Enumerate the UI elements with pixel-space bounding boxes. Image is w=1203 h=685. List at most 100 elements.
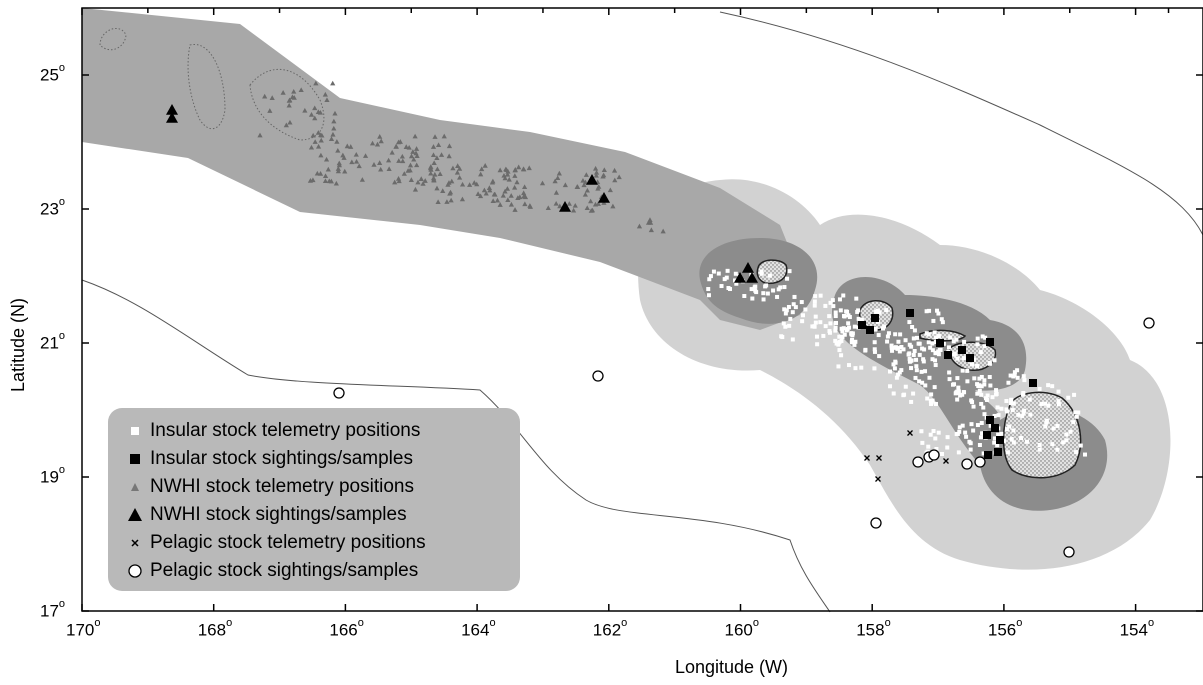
nwhi-telemetry-point — [557, 203, 563, 209]
insular-telemetry-point — [982, 344, 987, 349]
insular-telemetry-point — [975, 363, 980, 368]
insular-telemetry-point — [988, 423, 993, 428]
insular-telemetry-point — [823, 303, 828, 308]
nwhi-telemetry-point — [430, 144, 437, 149]
insular-telemetry-point — [859, 365, 864, 370]
insular-telemetry-point — [979, 374, 984, 379]
insular-telemetry-point — [939, 317, 944, 322]
insular-telemetry-point — [936, 333, 941, 338]
insular-telemetry-point — [979, 421, 984, 426]
nwhi-telemetry-point — [431, 175, 437, 181]
nwhi-telemetry-point — [407, 167, 413, 173]
nwhi-telemetry-point — [584, 205, 590, 211]
nwhi-telemetry-point — [445, 182, 451, 187]
nwhi-telemetry-point — [448, 197, 454, 203]
insular-telemetry-point — [903, 384, 908, 389]
nwhi-sighting-points — [166, 104, 758, 283]
x-tick-label: 164o — [461, 617, 496, 640]
nwhi-telemetry-point — [457, 166, 463, 171]
nwhi-telemetry-point — [584, 187, 590, 193]
nwhi-telemetry-point — [593, 172, 599, 178]
insular-telemetry-point — [977, 376, 982, 381]
nwhi-telemetry-point — [399, 153, 405, 159]
insular-telemetry-point — [827, 329, 832, 334]
insular-telemetry-point — [999, 431, 1004, 436]
insular-telemetry-point — [945, 435, 950, 440]
insular-telemetry-point — [929, 401, 934, 406]
nwhi-telemetry-point — [430, 152, 437, 157]
y-axis-title: Latitude (N) — [8, 297, 28, 392]
nwhi-telemetry-point — [593, 165, 599, 171]
insular-telemetry-point — [1002, 438, 1007, 443]
y-tick-label: 23o — [40, 196, 66, 219]
insular-telemetry-point — [933, 401, 938, 406]
insular-telemetry-point — [982, 412, 987, 417]
insular-telemetry-point — [972, 376, 977, 381]
nwhi-telemetry-point — [588, 208, 594, 213]
insular-telemetry-point — [958, 393, 963, 398]
insular-telemetry-point — [827, 314, 832, 319]
insular-telemetry-point — [954, 337, 959, 342]
insular-telemetry-point — [839, 326, 844, 331]
insular-telemetry-point — [955, 356, 960, 361]
x-tick-label: 166o — [329, 617, 364, 640]
nwhi-telemetry-point — [420, 181, 426, 186]
insular-telemetry-point — [928, 398, 933, 403]
insular-telemetry-point — [909, 366, 914, 371]
nwhi-telemetry-point — [490, 178, 496, 184]
nwhi-telemetry-point — [414, 153, 420, 159]
insular-telemetry-point — [886, 331, 891, 336]
nwhi-telemetry-point — [582, 191, 588, 197]
nwhi-telemetry-point — [328, 136, 335, 141]
insular-telemetry-point — [828, 321, 833, 326]
insular-telemetry-point — [1015, 375, 1020, 380]
insular-telemetry-point — [980, 431, 985, 436]
insular-telemetry-point — [982, 382, 987, 387]
insular-telemetry-point — [892, 366, 897, 371]
insular-telemetry-point — [889, 345, 894, 350]
insular-telemetry-point — [783, 324, 788, 329]
insular-sighting-point — [994, 448, 1002, 456]
insular-telemetry-point — [969, 422, 974, 427]
insular-telemetry-point — [920, 346, 925, 351]
insular-telemetry-point — [833, 325, 838, 330]
nwhi-telemetry-point — [636, 223, 643, 229]
insular-telemetry-point — [724, 275, 729, 280]
insular-telemetry-point — [985, 393, 990, 398]
legend: Insular stock telemetry positions Insula… — [108, 408, 520, 591]
insular-telemetry-point — [897, 349, 902, 354]
insular-telemetry-point — [853, 366, 858, 371]
nwhi-telemetry-point — [446, 143, 453, 149]
insular-telemetry-point — [1022, 408, 1027, 413]
insular-telemetry-point — [833, 338, 838, 343]
insular-telemetry-point — [828, 300, 833, 305]
insular-telemetry-point — [893, 359, 898, 364]
insular-telemetry-point — [830, 298, 835, 303]
insular-telemetry-point — [960, 392, 965, 397]
insular-telemetry-point — [1044, 420, 1049, 425]
insular-telemetry-point — [935, 308, 940, 313]
insular-telemetry-point — [1061, 440, 1066, 445]
nwhi-telemetry-point — [580, 177, 586, 183]
insular-telemetry-point — [1015, 368, 1020, 373]
insular-telemetry-point — [920, 440, 925, 445]
insular-telemetry-point — [925, 396, 930, 401]
insular-telemetry-point — [955, 431, 960, 436]
insular-telemetry-point — [928, 345, 933, 350]
nwhi-telemetry-point — [396, 158, 402, 163]
insular-telemetry-point — [992, 413, 997, 418]
nwhi-telemetry-point — [610, 203, 616, 209]
nwhi-telemetry-point — [332, 110, 338, 116]
nwhi-telemetry-point — [386, 166, 392, 172]
insular-telemetry-point — [932, 330, 937, 335]
insular-telemetry-point — [877, 310, 882, 315]
insular-telemetry-point — [779, 334, 784, 339]
insular-telemetry-point — [957, 425, 962, 430]
insular-telemetry-point — [923, 383, 928, 388]
insular-telemetry-point — [891, 391, 896, 396]
insular-telemetry-point — [725, 268, 730, 273]
insular-telemetry-point — [814, 334, 819, 339]
nwhi-telemetry-point — [527, 204, 533, 209]
insular-telemetry-point — [852, 324, 857, 329]
white-square-icon — [124, 420, 146, 442]
